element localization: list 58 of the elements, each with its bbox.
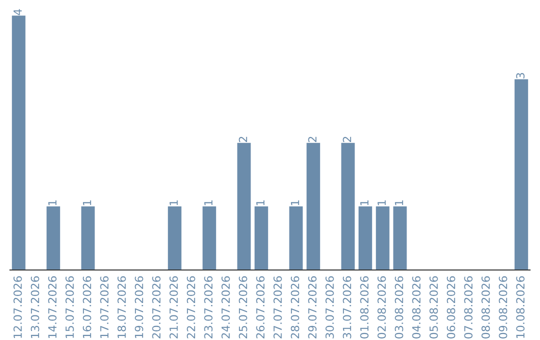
bar: [202, 206, 216, 270]
x-tick-label: 07.08.2026: [464, 276, 473, 338]
bar: [81, 206, 95, 270]
bar: [358, 206, 372, 270]
x-tick-label: 29.07.2026: [308, 276, 317, 338]
data-label: 1: [256, 200, 264, 206]
bar: [254, 206, 268, 270]
x-tick-label: 28.07.2026: [290, 276, 300, 338]
x-tick-label: 17.07.2026: [100, 276, 109, 338]
x-tick-label: 25.07.2026: [238, 276, 248, 338]
x-tick-label: 22.07.2026: [186, 276, 196, 338]
bar: [237, 142, 251, 270]
bar: [306, 142, 320, 270]
x-tick-label: 02.08.2026: [377, 276, 386, 338]
data-label: 1: [290, 200, 300, 206]
x-tick-label: 23.07.2026: [204, 276, 213, 338]
bar: [46, 206, 60, 270]
data-label: 1: [82, 200, 92, 206]
data-label: 1: [378, 200, 386, 206]
x-tick-label: 12.07.2026: [13, 276, 22, 338]
x-tick-label: 14.07.2026: [48, 276, 57, 338]
x-tick-label: 03.08.2026: [394, 276, 404, 338]
bar: [514, 79, 528, 270]
x-tick-label: 27.07.2026: [273, 276, 282, 338]
data-label: 1: [170, 200, 178, 206]
data-label: 2: [342, 136, 352, 142]
x-tick-label: 10.08.2026: [516, 276, 525, 338]
bar: [168, 206, 182, 270]
data-label: 4: [14, 9, 22, 16]
x-tick-label: 15.07.2026: [65, 276, 74, 338]
x-tick-label: 20.07.2026: [152, 276, 161, 338]
x-tick-label: 16.07.2026: [82, 276, 92, 338]
data-label: 2: [238, 136, 248, 142]
x-tick-label: 05.08.2026: [429, 276, 438, 338]
x-tick-label: 01.08.2026: [360, 276, 369, 338]
bar: [12, 16, 26, 270]
bar: [393, 206, 407, 270]
x-tick-label: 19.07.2026: [134, 276, 144, 338]
data-label: 1: [48, 200, 56, 206]
data-label: 3: [516, 73, 525, 78]
x-tick-label: 08.08.2026: [481, 276, 490, 338]
x-tick-label: 21.07.2026: [169, 276, 178, 338]
x-tick-label: 26.07.2026: [256, 276, 265, 338]
x-tick-label: 18.07.2026: [117, 276, 126, 338]
data-label: 2: [308, 136, 316, 142]
bar: [289, 206, 303, 270]
bar: [376, 206, 390, 270]
x-tick-label: 04.08.2026: [412, 276, 421, 338]
data-label: 1: [394, 200, 404, 206]
x-tick-label: 09.08.2026: [498, 276, 508, 338]
data-label: 1: [360, 200, 368, 206]
data-label: 1: [204, 200, 212, 206]
x-tick-label: 13.07.2026: [30, 276, 40, 338]
x-tick-label: 30.07.2026: [325, 276, 334, 338]
bar: [341, 142, 355, 270]
x-tick-label: 24.07.2026: [221, 276, 230, 338]
x-tick-label: 31.07.2026: [342, 276, 352, 338]
x-tick-label: 06.08.2026: [446, 276, 456, 338]
